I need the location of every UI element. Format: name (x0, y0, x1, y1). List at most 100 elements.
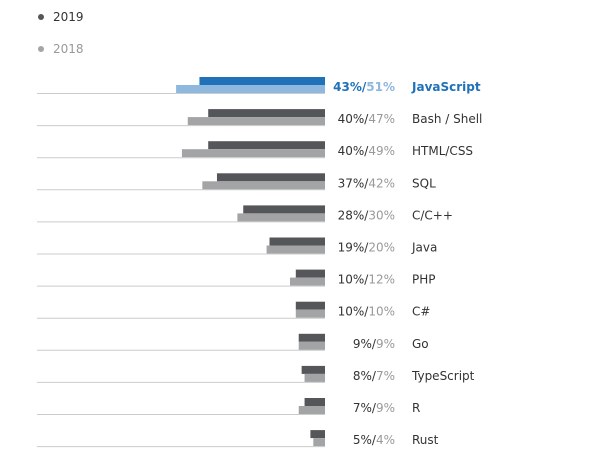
value-2018: 42% (368, 176, 395, 190)
bar-2019 (269, 237, 325, 246)
value-separator: / (364, 241, 369, 255)
legend-label-2019: 2019 (53, 10, 84, 24)
value-2018: 30% (368, 208, 395, 222)
value-label: 28%/30% (338, 208, 395, 222)
bar-2018 (289, 277, 325, 286)
chart-row: 10%/10% C# (37, 301, 430, 319)
value-2019: 19% (338, 241, 365, 255)
value-label: 5%/4% (353, 433, 395, 447)
value-2018: 7% (376, 369, 395, 383)
bar-2019 (295, 269, 325, 278)
value-2019: 5% (353, 433, 372, 447)
value-label: 7%/9% (353, 401, 395, 415)
value-separator: / (372, 337, 377, 351)
value-separator: / (364, 305, 369, 319)
bar-2018 (176, 85, 325, 93)
legend-marker-2019 (38, 14, 44, 20)
category-label: JavaScript (411, 80, 481, 94)
bar-2018 (313, 438, 325, 447)
bar-2018 (304, 373, 325, 382)
category-label: Rust (412, 433, 439, 447)
value-separator: / (364, 208, 369, 222)
bar-2018 (266, 245, 325, 254)
value-2019: 9% (353, 337, 372, 351)
category-label: Java (411, 241, 437, 255)
chart-row: 9%/9% Go (37, 333, 429, 351)
chart-row: 5%/4% Rust (37, 430, 439, 448)
value-2019: 28% (338, 208, 365, 222)
chart-row: 10%/12% PHP (37, 269, 436, 287)
bar-2019 (310, 430, 325, 439)
category-label: PHP (412, 273, 436, 287)
chart-row: 7%/9% R (37, 398, 420, 415)
legend-label-2018: 2018 (53, 42, 84, 56)
bar-2019 (298, 333, 325, 342)
bar-2018 (181, 149, 325, 158)
legend-marker-2018 (38, 46, 44, 52)
value-separator: / (364, 144, 369, 158)
value-2019: 40% (338, 144, 365, 158)
bar-2019 (304, 398, 325, 406)
value-2018: 51% (366, 80, 395, 94)
chart-row: 40%/47% Bash / Shell (37, 109, 482, 127)
bar-2019 (295, 301, 325, 310)
value-2019: 43% (333, 80, 362, 94)
value-2018: 9% (376, 337, 395, 351)
value-2018: 10% (368, 305, 395, 319)
value-2018: 9% (376, 401, 395, 415)
value-separator: / (372, 369, 377, 383)
category-label: C# (412, 305, 430, 319)
value-separator: / (364, 273, 369, 287)
bar-2018 (237, 213, 325, 222)
bar-2019 (208, 141, 325, 150)
value-separator: / (372, 433, 377, 447)
bar-2019 (216, 173, 325, 182)
value-label: 19%/20% (338, 241, 395, 255)
bar-2018 (202, 181, 325, 190)
value-label: 10%/12% (338, 273, 395, 287)
chart-row: 43%/51% JavaScript (37, 77, 481, 94)
bar-2018 (187, 117, 325, 126)
value-2019: 7% (353, 401, 372, 415)
category-label: Go (412, 337, 429, 351)
chart-row: 19%/20% Java (37, 237, 437, 255)
value-label: 37%/42% (338, 176, 395, 190)
value-2019: 40% (338, 112, 365, 126)
value-separator: / (362, 80, 367, 94)
value-2019: 10% (338, 273, 365, 287)
value-2019: 37% (338, 176, 365, 190)
value-label: 43%/51% (333, 80, 395, 94)
value-label: 40%/49% (338, 144, 395, 158)
category-label: C/C++ (412, 208, 453, 222)
category-label: HTML/CSS (412, 144, 473, 158)
value-2019: 10% (338, 305, 365, 319)
bar-2019 (199, 77, 325, 85)
value-2018: 20% (368, 241, 395, 255)
bar-2018 (295, 309, 325, 318)
bar-2019 (243, 205, 325, 214)
chart-row: 28%/30% C/C++ (37, 205, 453, 223)
chart-row: 8%/7% TypeScript (37, 365, 475, 383)
value-2018: 49% (368, 144, 395, 158)
value-label: 8%/7% (353, 369, 395, 383)
bar-2018 (298, 406, 325, 414)
value-2018: 47% (368, 112, 395, 126)
value-separator: / (364, 112, 369, 126)
value-label: 40%/47% (338, 112, 395, 126)
legend: 2019 2018 (38, 10, 84, 56)
category-label: R (412, 401, 420, 415)
bar-2019 (208, 109, 325, 118)
category-label: SQL (412, 176, 436, 190)
bar-2019 (301, 365, 325, 374)
chart-row: 37%/42% SQL (37, 173, 436, 191)
value-2019: 8% (353, 369, 372, 383)
category-label: TypeScript (411, 369, 475, 383)
value-separator: / (364, 176, 369, 190)
value-label: 9%/9% (353, 337, 395, 351)
value-2018: 4% (376, 433, 395, 447)
chart-row: 40%/49% HTML/CSS (37, 141, 473, 159)
bar-2018 (298, 341, 325, 350)
value-separator: / (372, 401, 377, 415)
